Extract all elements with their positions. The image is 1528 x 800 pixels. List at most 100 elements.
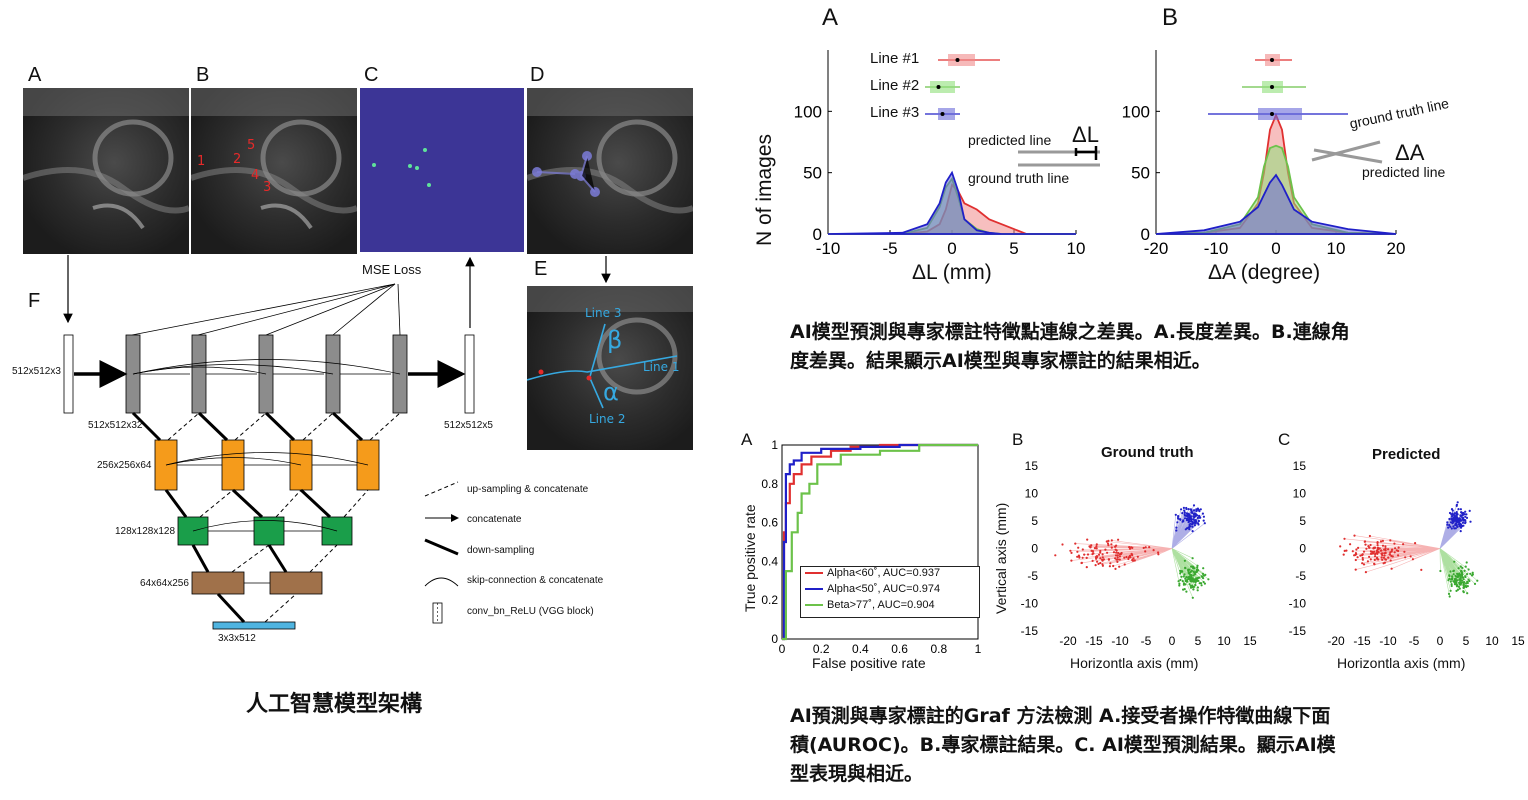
x-tick-label: -10 <box>1204 239 1229 258</box>
scatter-point-red <box>1118 555 1121 558</box>
scatter-point-red <box>1381 558 1384 561</box>
alpha-label: α <box>603 378 619 406</box>
scatter-point-blue <box>1449 521 1453 524</box>
scatter-c-title: Predicted <box>1372 446 1441 463</box>
legend-skip-connection: skip-connection & concatenate <box>467 575 604 586</box>
scatter-point-red <box>1354 553 1357 557</box>
scatter-x-tick-label: 0 <box>1437 634 1444 648</box>
scatter-c-xlabel: Horizontla axis (mm) <box>1337 655 1466 671</box>
scatter-point-red <box>1130 552 1133 555</box>
scatter-point-red <box>1094 564 1097 567</box>
scatter-point-blue <box>1174 513 1177 516</box>
scatter-point-green <box>1467 568 1470 571</box>
scatter-point-red <box>1144 546 1147 549</box>
landmark-1: 1 <box>197 154 206 169</box>
scatter-point-red <box>1339 545 1342 548</box>
scatter-point-red <box>1349 543 1352 546</box>
scatter-x-tick-label: -5 <box>1141 634 1152 648</box>
difference-caption-line1: AI模型預測與專家標註特徵點連線之差異。A.長度差異。B.連線角 <box>790 321 1350 343</box>
roc-y-tick-label: 0.6 <box>761 516 778 530</box>
scatter-point-green <box>1180 575 1183 578</box>
scatter-point-red <box>1083 553 1086 556</box>
scatter-point-blue <box>1468 509 1471 512</box>
scatter-point-blue <box>1461 516 1464 519</box>
scatter-point-red <box>1106 542 1110 545</box>
b-annot-predicted: predicted line <box>1362 164 1446 180</box>
scatter-point-red <box>1077 554 1080 557</box>
scatter-point-red <box>1086 538 1089 541</box>
scatter-point-red <box>1131 559 1135 562</box>
scatter-point-green <box>1473 582 1477 585</box>
scatter-point-blue <box>1456 525 1459 528</box>
scatter-fan-blue <box>1439 504 1466 549</box>
scatter-point-green <box>1452 569 1455 572</box>
scatter-point-red <box>1091 550 1094 553</box>
scatter-point-red <box>1364 543 1367 546</box>
scatter-point-red <box>1366 560 1369 563</box>
scatter-point-red <box>1391 555 1394 558</box>
scatter-point-red <box>1109 562 1112 565</box>
scatter-point-green <box>1183 588 1186 591</box>
scatter-point-red <box>1070 559 1073 562</box>
scatter-point-red <box>1118 558 1121 561</box>
scatter-point-red <box>1391 548 1394 551</box>
scatter-x-tick-label: -10 <box>1111 634 1129 648</box>
size-l5: 3x3x512 <box>218 633 256 644</box>
scatter-point-red <box>1110 546 1113 549</box>
scatter-point-blue <box>1184 514 1188 517</box>
landmark-3: 3 <box>263 180 272 195</box>
scatter-point-green <box>1455 589 1458 592</box>
scatter-x-tick-label: 10 <box>1217 634 1231 648</box>
scatter-y-tick-label: 15 <box>1293 459 1307 473</box>
scatter-point-green <box>1194 571 1197 574</box>
scatter-point-blue <box>1195 520 1198 523</box>
scatter-point-red <box>1361 556 1364 560</box>
scatter-point-blue <box>1193 519 1196 522</box>
scatter-point-red <box>1107 558 1110 561</box>
roc-x-tick-label: 0 <box>779 642 786 656</box>
scatter-point-blue <box>1203 522 1206 525</box>
scatter-point-red <box>1152 549 1155 552</box>
scatter-y-tick-label: 15 <box>1025 459 1039 473</box>
box-median <box>1270 85 1274 89</box>
scatter-point-blue <box>1456 517 1459 520</box>
scatter-point-red <box>1128 546 1131 549</box>
size-l4: 64x64x256 <box>140 578 189 589</box>
legend-up-sampling: up-sampling & concatenate <box>467 484 589 495</box>
scatter-point-red <box>1096 560 1099 563</box>
scatter-point-green <box>1453 560 1456 563</box>
landmark-4: 4 <box>251 168 260 183</box>
scatter-point-blue <box>1469 520 1472 523</box>
scatter-point-red <box>1395 549 1398 552</box>
roc-x-tick-label: 0.6 <box>891 642 908 656</box>
scatter-point-green <box>1189 570 1192 573</box>
bottom-panel-label-b: B <box>1012 430 1024 449</box>
box-body <box>948 54 975 66</box>
scatter-point-red <box>1095 555 1099 558</box>
heatmap-output-c <box>360 88 524 252</box>
box-median <box>1270 112 1274 116</box>
scatter-point-red <box>1106 551 1109 554</box>
scatter-point-blue <box>1184 528 1187 531</box>
box-legend-line2: Line #2 <box>870 77 920 94</box>
scatter-point-green <box>1184 566 1187 569</box>
scatter-point-green <box>1452 573 1455 576</box>
scatter-point-green <box>1189 579 1192 583</box>
scatter-point-blue <box>1464 522 1467 525</box>
scatter-point-green <box>1467 578 1470 581</box>
panel-label-c: C <box>364 64 379 86</box>
scatter-point-blue <box>1192 504 1196 507</box>
scatter-point-red <box>1117 538 1120 541</box>
scatter-point-green <box>1447 592 1451 595</box>
scatter-point-red <box>1112 551 1116 554</box>
scatter-point-blue <box>1187 514 1190 517</box>
legend-concatenate: concatenate <box>467 514 522 525</box>
scatter-point-blue <box>1449 525 1452 528</box>
scatter-point-green <box>1187 577 1190 581</box>
scatter-point-red <box>1390 550 1393 553</box>
scatter-point-green <box>1196 564 1199 567</box>
scatter-point-blue <box>1188 523 1191 527</box>
scatter-point-red <box>1101 553 1104 556</box>
scatter-point-green <box>1201 572 1205 575</box>
scatter-point-red <box>1387 556 1390 559</box>
